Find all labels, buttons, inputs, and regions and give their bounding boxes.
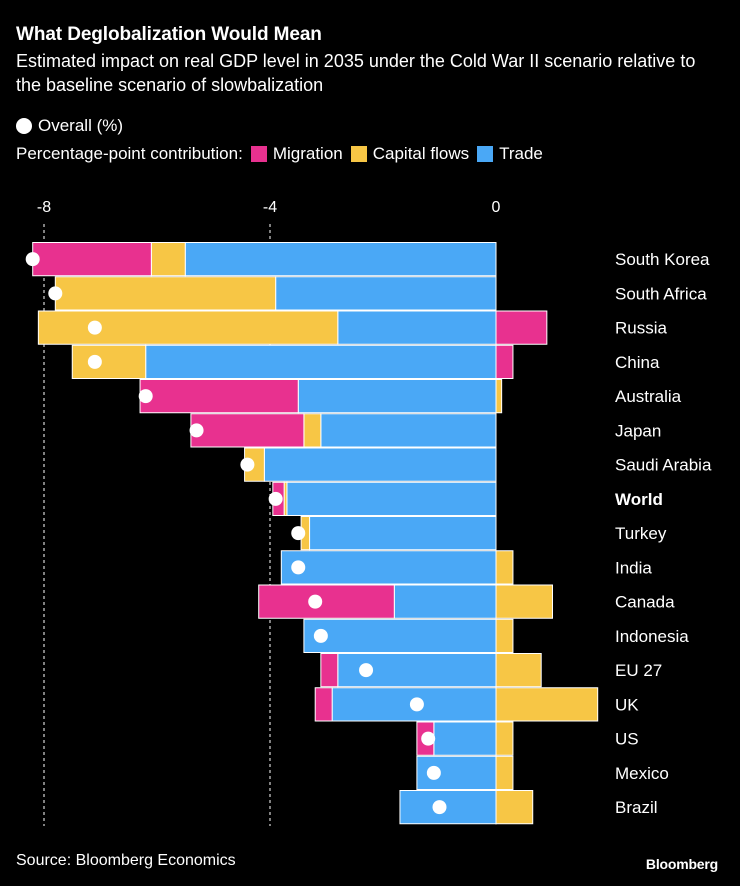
overall-dot <box>421 731 436 746</box>
capital-flows-bar <box>495 687 599 722</box>
category-label: World <box>615 490 663 509</box>
category-label: Australia <box>615 387 682 406</box>
overall-dot <box>87 354 102 369</box>
category-label: EU 27 <box>615 661 662 680</box>
trade-bar <box>303 618 497 653</box>
overall-dot <box>291 526 306 541</box>
capital-flows-bar <box>495 653 542 688</box>
x-tick-label: -4 <box>263 199 277 216</box>
capital-flows-bar <box>495 584 553 619</box>
overall-dot <box>409 697 424 712</box>
capital-flows-bar <box>303 413 322 448</box>
trade-bar <box>393 584 497 619</box>
category-label: Russia <box>615 319 668 338</box>
legend-overall: Overall (%) <box>16 116 123 136</box>
legend-overall-label: Overall (%) <box>38 116 124 135</box>
overall-dot <box>268 491 283 506</box>
migration-bar <box>320 653 339 688</box>
x-tick-label: -8 <box>37 199 51 216</box>
trade-bar <box>297 379 497 414</box>
x-tick-label: 0 <box>492 199 501 216</box>
legend-contribution-prefix: Percentage-point contribution: <box>16 144 243 163</box>
capital-flows-bar <box>37 310 339 345</box>
trade-bar <box>399 790 497 825</box>
overall-dot <box>25 252 40 267</box>
capital-flows-bar <box>54 276 277 311</box>
overall-dot <box>48 286 63 301</box>
capital-flows-bar <box>495 379 503 414</box>
overall-dot <box>426 765 441 780</box>
overall-dot <box>359 663 374 678</box>
migration-bar <box>258 584 395 619</box>
capital-flows-bar <box>150 242 186 277</box>
overall-dot-swatch <box>16 118 32 134</box>
overall-dot <box>432 800 447 815</box>
capital-flows-bar <box>495 755 514 790</box>
capital-flows-bar <box>495 721 514 756</box>
overall-dot <box>87 320 102 335</box>
overall-dot <box>313 628 328 643</box>
category-label: Turkey <box>615 524 667 543</box>
legend-trade-label: Trade <box>499 144 543 163</box>
capital-flows-bar <box>495 790 534 825</box>
trade-bar <box>263 447 497 482</box>
chart-subtitle: Estimated impact on real GDP level in 20… <box>16 51 696 95</box>
overall-dot <box>291 560 306 575</box>
legend-capital-flows-label: Capital flows <box>372 144 470 163</box>
migration-bar <box>190 413 305 448</box>
category-label: Brazil <box>615 798 658 817</box>
trade-bar <box>309 516 497 551</box>
trade-bar <box>433 721 497 756</box>
category-label: South Africa <box>615 284 707 303</box>
overall-dot <box>189 423 204 438</box>
overall-dot <box>308 594 323 609</box>
trade-bar <box>275 276 497 311</box>
migration-bar <box>314 687 333 722</box>
category-label: Canada <box>615 593 675 612</box>
source-note: Source: Bloomberg Economics <box>16 852 236 869</box>
capital-flows-bar <box>71 344 147 379</box>
category-label: Saudi Arabia <box>615 456 712 475</box>
migration-bar <box>495 310 548 345</box>
capital-flows-bar <box>495 550 514 585</box>
trade-bar <box>280 550 497 585</box>
migration-bar <box>139 379 299 414</box>
category-label: Japan <box>615 421 661 440</box>
trade-bar <box>286 481 497 516</box>
capital-flows-bar <box>495 618 514 653</box>
category-label: Indonesia <box>615 627 689 646</box>
category-label: China <box>615 353 660 372</box>
overall-dot <box>240 457 255 472</box>
trade-bar <box>337 310 497 345</box>
category-label: South Korea <box>615 250 710 269</box>
capital-flows-swatch <box>350 146 367 162</box>
trade-swatch <box>477 146 494 162</box>
migration-bar <box>495 344 514 379</box>
trade-bar <box>184 242 497 277</box>
legend-migration-label: Migration <box>272 144 343 163</box>
brand-logo: Bloomberg <box>645 856 718 872</box>
category-label: India <box>615 558 652 577</box>
chart-title: What Deglobalization Would Mean <box>16 24 322 45</box>
trade-bar <box>320 413 497 448</box>
overall-dot <box>138 389 153 404</box>
category-label: US <box>615 730 639 749</box>
legend-contributions: Percentage-point contribution: Migration… <box>16 144 543 164</box>
category-label: UK <box>615 695 639 714</box>
category-label: Mexico <box>615 764 669 783</box>
trade-bar <box>145 344 497 379</box>
migration-swatch <box>250 146 267 162</box>
migration-bar <box>32 242 152 277</box>
